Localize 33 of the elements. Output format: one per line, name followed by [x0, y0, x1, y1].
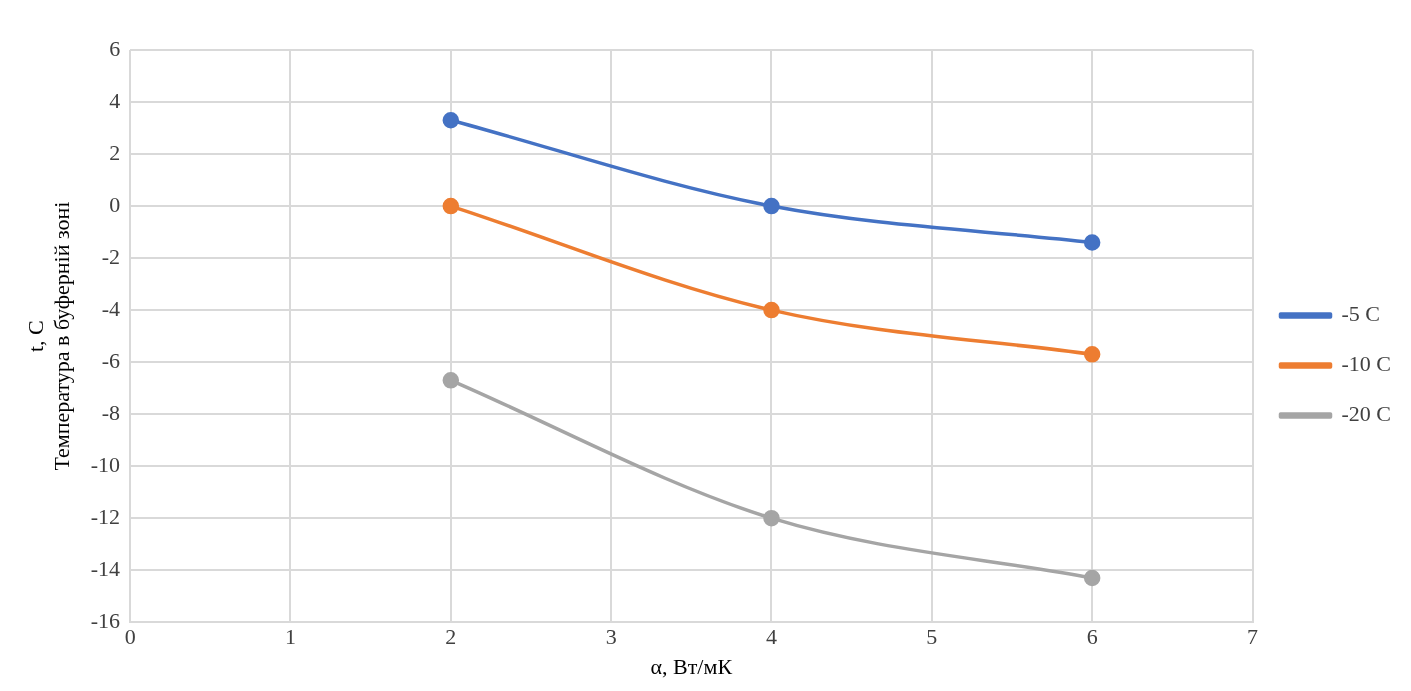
x-tick-label: 3	[605, 624, 617, 650]
point	[763, 301, 780, 319]
legend-label: -10 C	[1341, 351, 1391, 377]
x-tick-label: 1	[284, 624, 296, 650]
y-tick-label: -8	[101, 399, 121, 425]
y-tick-label: 6	[109, 35, 121, 61]
point	[1083, 346, 1101, 363]
x-tick-label: 2	[445, 624, 457, 650]
x-axis-title: α, Вт/мК	[650, 653, 733, 679]
point	[1083, 569, 1101, 587]
legend-label: -5 C	[1341, 301, 1380, 327]
point	[442, 372, 460, 389]
y-tick-label: 2	[109, 139, 121, 165]
x-tick-label: 5	[926, 624, 938, 650]
legend-label: -20 C	[1341, 401, 1391, 427]
x-tick-label: 7	[1247, 624, 1258, 650]
point	[442, 111, 460, 129]
y-tick-label: -4	[101, 295, 121, 321]
y-tick-label: -6	[101, 347, 121, 373]
y-tick-label: -2	[101, 243, 121, 269]
y-tick-label: 4	[109, 87, 121, 113]
point	[763, 197, 780, 215]
y-tick-label: -14	[90, 555, 121, 581]
y-tick-label: 0	[109, 191, 121, 217]
x-tick-label: 4	[765, 624, 777, 650]
point	[1083, 234, 1101, 251]
y-axis-title: t, C Температура в буферній зоні	[22, 201, 75, 471]
x-tick-label: 6	[1086, 624, 1098, 650]
y-tick-label: -12	[90, 503, 121, 529]
point	[763, 509, 780, 527]
point	[442, 197, 460, 215]
y-tick-label: -10	[90, 451, 121, 477]
y-tick-label: -16	[90, 607, 121, 633]
